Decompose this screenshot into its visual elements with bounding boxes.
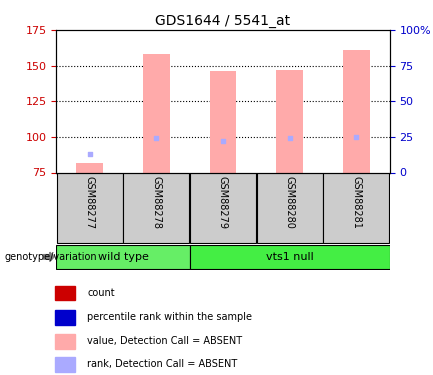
Point: [353, 134, 360, 140]
FancyBboxPatch shape: [123, 173, 189, 243]
Point: [220, 138, 226, 144]
Bar: [210, 71, 236, 172]
Point: [86, 151, 93, 157]
Bar: [56, 245, 190, 268]
Text: wild type: wild type: [97, 252, 149, 262]
Text: GSM88278: GSM88278: [151, 176, 162, 229]
FancyBboxPatch shape: [257, 173, 323, 243]
Bar: [55, 286, 75, 300]
Bar: [55, 310, 75, 325]
Text: GSM88280: GSM88280: [284, 176, 295, 229]
Title: GDS1644 / 5541_at: GDS1644 / 5541_at: [155, 13, 291, 28]
Text: rank, Detection Call = ABSENT: rank, Detection Call = ABSENT: [87, 360, 238, 369]
Text: GSM88281: GSM88281: [351, 176, 362, 229]
Text: genotype/variation: genotype/variation: [4, 252, 97, 262]
Bar: [76, 162, 103, 172]
Bar: [143, 54, 170, 173]
Point: [153, 135, 160, 141]
Bar: [343, 50, 370, 172]
FancyBboxPatch shape: [323, 173, 389, 243]
Text: value, Detection Call = ABSENT: value, Detection Call = ABSENT: [87, 336, 242, 346]
Text: vts1 null: vts1 null: [266, 252, 313, 262]
Text: percentile rank within the sample: percentile rank within the sample: [87, 312, 252, 322]
Bar: [190, 245, 390, 268]
Text: count: count: [87, 288, 115, 298]
FancyBboxPatch shape: [190, 173, 256, 243]
Text: GSM88277: GSM88277: [84, 176, 95, 229]
Bar: [55, 357, 75, 372]
Text: GSM88279: GSM88279: [218, 176, 228, 229]
FancyBboxPatch shape: [57, 173, 123, 243]
Bar: [55, 334, 75, 349]
Point: [286, 135, 293, 141]
Bar: [276, 70, 303, 172]
